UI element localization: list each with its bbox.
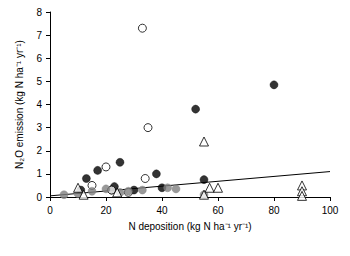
svg-text:40: 40 bbox=[156, 205, 168, 216]
svg-text:5: 5 bbox=[36, 76, 42, 87]
svg-text:60: 60 bbox=[212, 205, 224, 216]
svg-text:100: 100 bbox=[322, 205, 339, 216]
svg-text:2: 2 bbox=[36, 145, 42, 156]
svg-text:6: 6 bbox=[36, 53, 42, 64]
svg-text:N₂O emission (kg N ha⁻¹ yr⁻¹): N₂O emission (kg N ha⁻¹ yr⁻¹) bbox=[14, 40, 25, 169]
svg-text:4: 4 bbox=[36, 99, 42, 110]
svg-text:0: 0 bbox=[36, 192, 42, 203]
svg-text:0: 0 bbox=[47, 205, 53, 216]
svg-text:3: 3 bbox=[36, 122, 42, 133]
svg-text:8: 8 bbox=[36, 7, 42, 18]
svg-text:1: 1 bbox=[36, 168, 42, 179]
svg-text:20: 20 bbox=[100, 205, 112, 216]
svg-text:80: 80 bbox=[268, 205, 280, 216]
svg-text:N deposition (kg N ha⁻¹ yr⁻¹): N deposition (kg N ha⁻¹ yr⁻¹) bbox=[128, 221, 251, 232]
svg-text:7: 7 bbox=[36, 30, 42, 41]
